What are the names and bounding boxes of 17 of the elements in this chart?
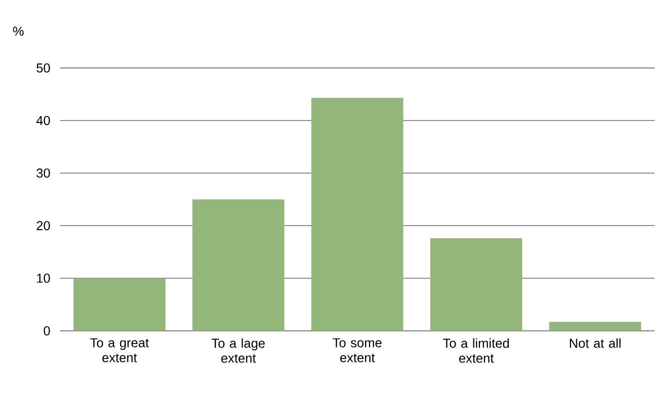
bar [549,322,642,331]
y-tick-label: 40 [36,116,50,126]
x-tick-label: To a lage extent [212,338,265,363]
y-tick-label: 20 [36,221,50,230]
y-tick-label: 50 [36,63,50,73]
y-tick-label: 0 [44,326,50,336]
bar [73,278,166,331]
y-axis-title: % [13,26,24,36]
bar [311,98,404,331]
bar [430,238,522,331]
x-tick-label: To a great extent [90,338,149,362]
y-tick-label: 30 [36,168,50,178]
x-tick-label: To some extent [332,338,382,362]
x-tick-label: Not at all [570,338,621,348]
bar [192,200,284,331]
x-tick-label: To a limited extent [443,338,509,363]
y-tick-label: 10 [37,274,50,283]
